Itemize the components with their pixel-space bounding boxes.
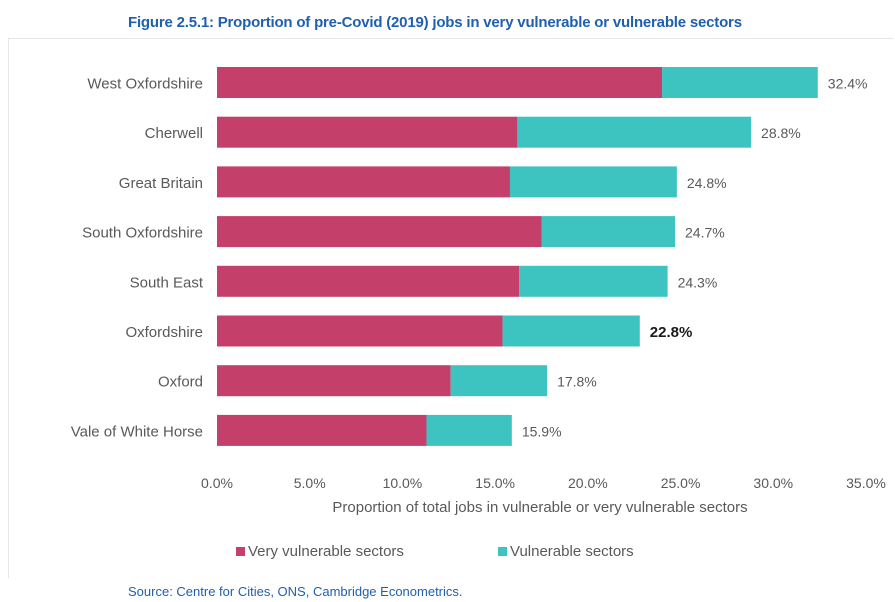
bar-vulnerable-vale-of-white-horse <box>426 414 512 446</box>
x-tick-label: 20.0% <box>568 475 608 491</box>
x-tick-labels: 0.0% 5.0% 10.0% 15.0% 20.0% 25.0% 30.0% 35.0% <box>201 475 886 491</box>
category-label-oxford: Oxford <box>158 374 203 391</box>
category-labels: West Oxfordshire Cherwell Great Britain Sou… <box>71 76 204 441</box>
bar-vulnerable-oxfordshire <box>502 315 640 347</box>
category-label-south-oxfordshire: South Oxfordshire <box>82 225 203 242</box>
bar-very-vulnerable-south-east <box>217 265 520 297</box>
chart-frame <box>8 38 894 578</box>
total-label-vale-of-white-horse: 15.9% <box>522 423 562 439</box>
category-label-oxfordshire: Oxfordshire <box>125 324 203 341</box>
total-label-west-oxfordshire: 32.4% <box>828 76 868 92</box>
bar-vulnerable-oxford <box>450 365 548 397</box>
bars <box>217 67 818 446</box>
bar-vulnerable-south-east <box>519 265 668 297</box>
total-label-great-britain: 24.8% <box>687 175 727 191</box>
bar-very-vulnerable-vale-of-white-horse <box>217 414 427 446</box>
x-tick-label: 30.0% <box>753 475 793 491</box>
legend-label-very-vulnerable: Very vulnerable sectors <box>248 543 404 560</box>
bar-vulnerable-cherwell <box>517 116 752 148</box>
bar-very-vulnerable-great-britain <box>217 166 510 198</box>
bar-vulnerable-west-oxfordshire <box>662 67 818 98</box>
total-label-oxfordshire: 22.8% <box>650 324 693 341</box>
total-label-cherwell: 28.8% <box>761 125 801 141</box>
total-labels: 32.4% 28.8% 24.8% 24.7% 24.3% 22.8% 17.8% 15.9% <box>522 76 868 440</box>
bar-very-vulnerable-oxford <box>217 365 451 397</box>
x-axis-label: Proportion of total jobs in vulnerable o… <box>332 499 747 516</box>
legend-label-vulnerable: Vulnerable sectors <box>510 543 634 560</box>
bar-very-vulnerable-west-oxfordshire <box>217 67 663 98</box>
figure-title: Figure 2.5.1: Proportion of pre-Covid (2… <box>128 14 742 31</box>
bar-very-vulnerable-oxfordshire <box>217 315 503 347</box>
x-tick-label: 35.0% <box>846 475 886 491</box>
category-label-vale-of-white-horse: Vale of White Horse <box>71 423 203 440</box>
total-label-south-east: 24.3% <box>678 274 718 290</box>
legend: Very vulnerable sectors Vulnerable sector… <box>236 543 634 560</box>
x-tick-label: 10.0% <box>383 475 423 491</box>
bar-vulnerable-south-oxfordshire <box>541 216 676 248</box>
bar-vulnerable-great-britain <box>509 166 677 198</box>
legend-swatch-very-vulnerable <box>236 547 245 556</box>
total-label-south-oxfordshire: 24.7% <box>685 225 725 241</box>
category-label-great-britain: Great Britain <box>119 175 203 192</box>
x-tick-label: 25.0% <box>661 475 701 491</box>
legend-swatch-vulnerable <box>498 547 507 556</box>
x-tick-label: 5.0% <box>294 475 326 491</box>
bar-very-vulnerable-south-oxfordshire <box>217 216 542 248</box>
bar-very-vulnerable-cherwell <box>217 116 518 148</box>
category-label-west-oxfordshire: West Oxfordshire <box>87 76 203 93</box>
total-label-oxford: 17.8% <box>557 374 597 390</box>
category-label-south-east: South East <box>130 274 204 291</box>
x-tick-label: 0.0% <box>201 475 233 491</box>
x-tick-label: 15.0% <box>475 475 515 491</box>
category-label-cherwell: Cherwell <box>145 125 203 142</box>
source-note: Source: Centre for Cities, ONS, Cambridg… <box>128 584 463 599</box>
